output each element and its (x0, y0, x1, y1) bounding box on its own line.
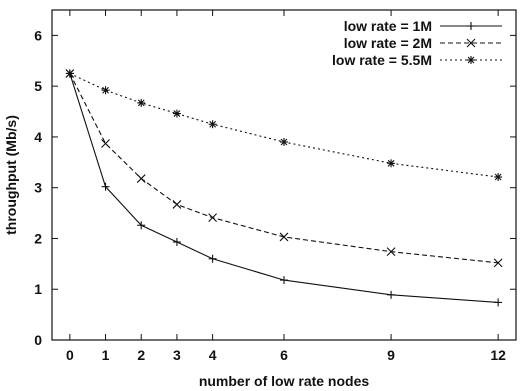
data-point (387, 290, 396, 299)
y-tick-label: 2 (34, 230, 42, 246)
legend-marker (466, 38, 476, 48)
x-tick-label: 1 (102, 347, 110, 363)
data-point (208, 213, 218, 223)
y-tick-label: 0 (34, 332, 42, 348)
legend-marker (467, 22, 475, 30)
x-tick-label: 12 (490, 347, 506, 363)
data-point (101, 182, 110, 191)
data-point (101, 86, 110, 95)
data-point (136, 174, 146, 183)
y-axis: 0 1 2 3 4 5 6 (34, 27, 516, 348)
x-tick-label: 6 (280, 347, 288, 363)
y-tick-label: 4 (34, 129, 42, 145)
x-axis: 0 1 2 3 4 6 9 12 (66, 10, 506, 363)
data-point (493, 258, 503, 268)
y-tick-label: 3 (34, 180, 42, 196)
data-point (172, 109, 181, 118)
data-point (280, 276, 288, 285)
data-point (387, 159, 396, 168)
data-point (494, 298, 503, 307)
data-point (101, 139, 110, 148)
x-tick-label: 0 (66, 347, 74, 363)
x-tick-label: 3 (173, 347, 181, 363)
data-point (172, 238, 181, 247)
x-tick-label: 2 (137, 347, 145, 363)
legend-label: low rate = 2M (344, 35, 432, 51)
y-tick-label: 1 (34, 281, 42, 297)
series-layer (65, 69, 503, 307)
x-tick-label: 4 (209, 347, 217, 363)
x-tick-label: 9 (387, 347, 395, 363)
data-point (279, 232, 289, 242)
data-point (137, 98, 146, 107)
x-axis-label: number of low rate nodes (199, 373, 370, 389)
data-point (386, 247, 396, 257)
legend-label: low rate = 1M (344, 18, 432, 34)
data-point (208, 120, 217, 129)
data-point (494, 173, 503, 182)
data-point (172, 200, 182, 209)
data-point (137, 221, 146, 230)
y-axis-label: throughput (Mb/s) (3, 115, 19, 235)
series-line-3 (69, 72, 499, 178)
y-tick-label: 5 (34, 78, 42, 94)
legend-label: low rate = 5.5M (332, 52, 432, 68)
data-point (280, 138, 288, 146)
legend-marker (467, 56, 475, 64)
y-tick-label: 6 (34, 27, 42, 43)
series-line-2 (69, 73, 499, 264)
series-line-1 (69, 73, 499, 303)
data-point (208, 254, 217, 263)
data-point (65, 69, 74, 78)
